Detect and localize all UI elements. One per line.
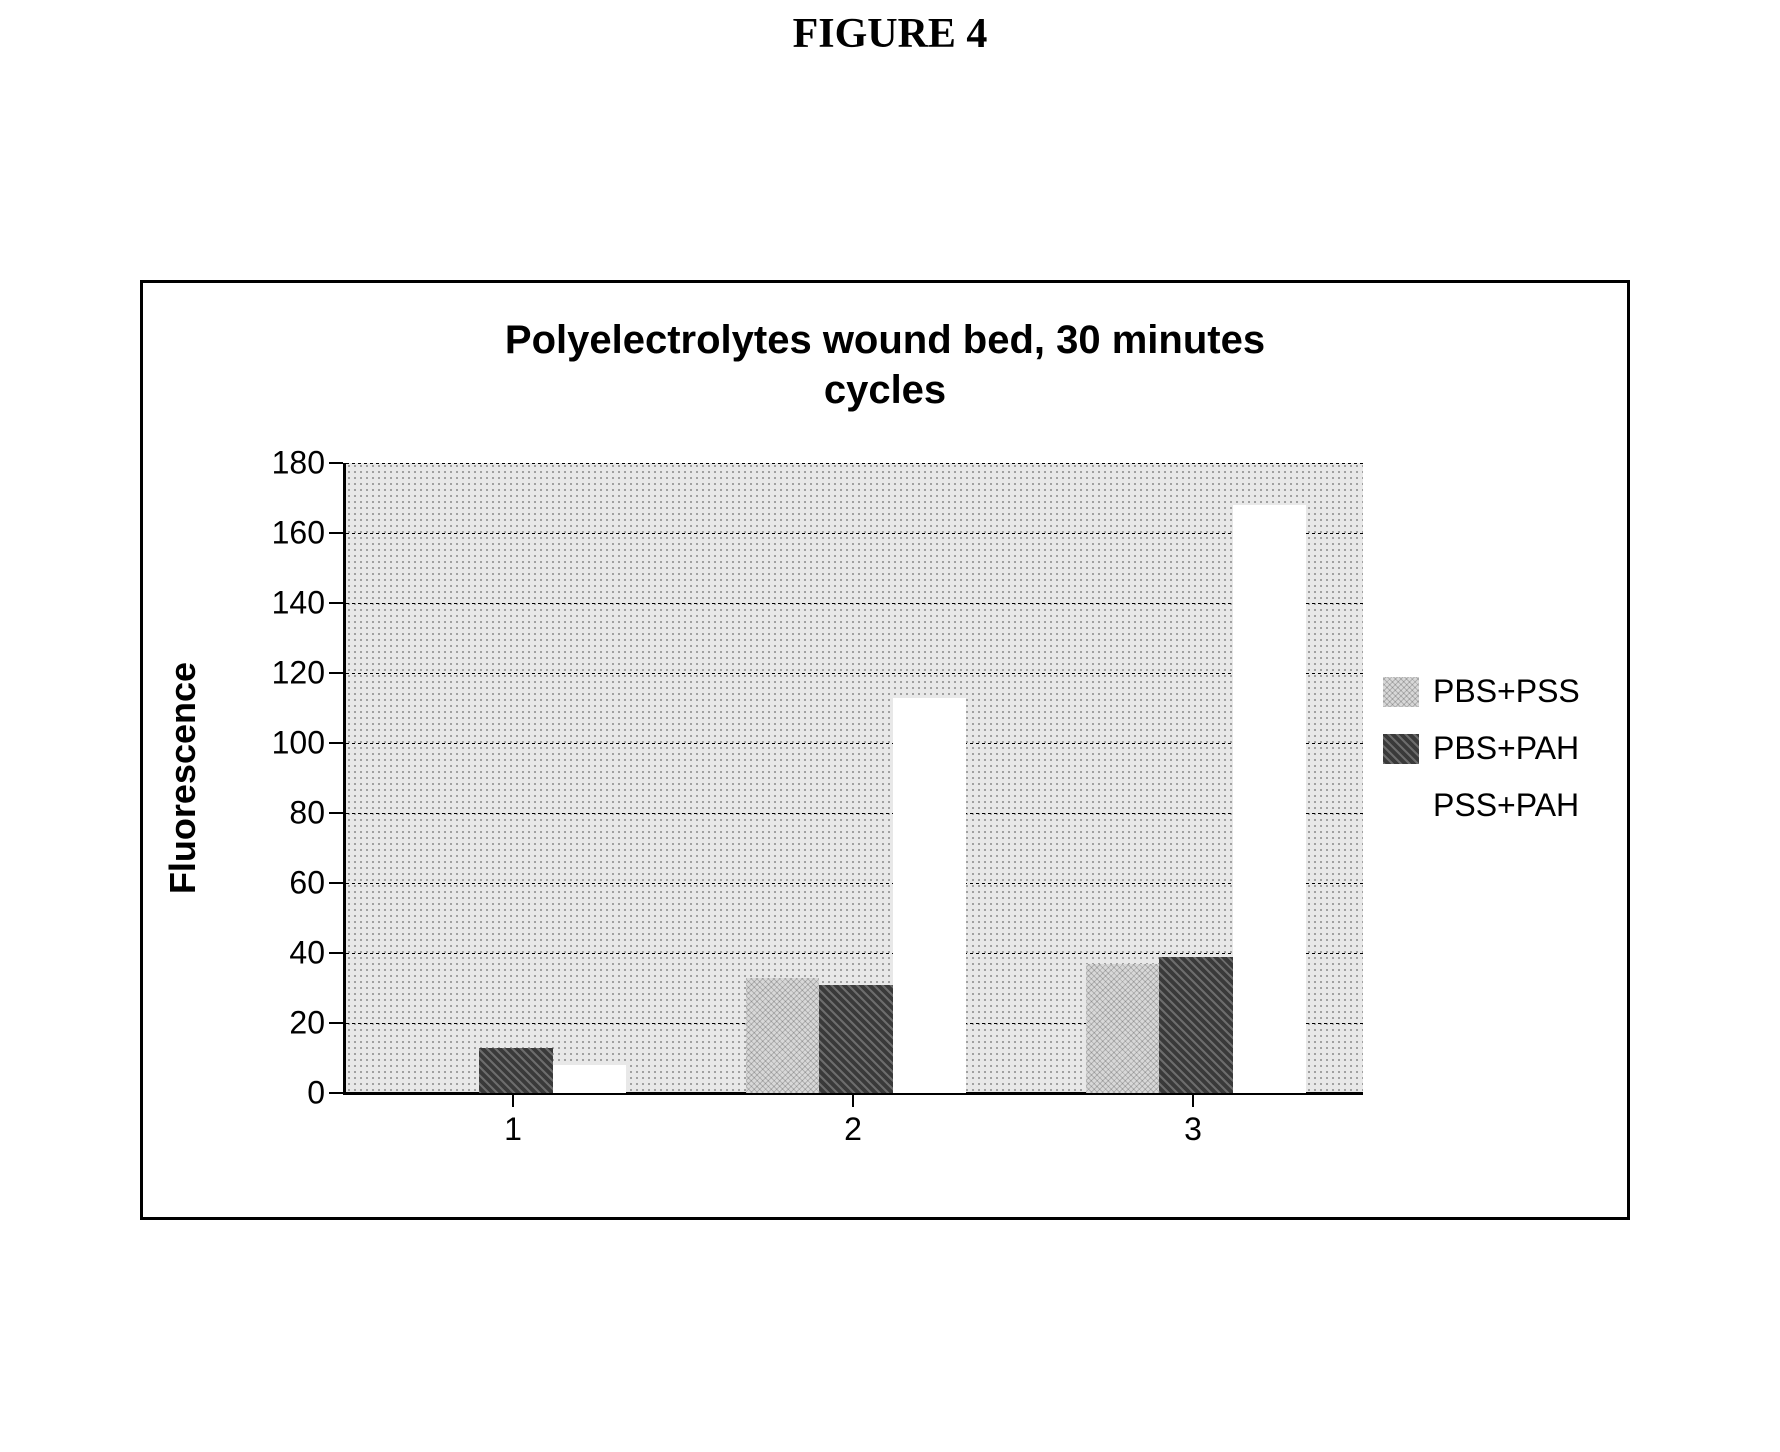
- y-tick-mark: [329, 812, 343, 814]
- x-tick-mark: [1192, 1093, 1194, 1107]
- legend-label: PBS+PSS: [1433, 673, 1580, 710]
- bar: [819, 985, 893, 1094]
- chart-title: Polyelectrolytes wound bed, 30 minutes c…: [143, 315, 1627, 415]
- y-tick-mark: [329, 462, 343, 464]
- legend-item: PSS+PAH: [1383, 787, 1593, 824]
- y-axis-ticks: 020406080100120140160180: [223, 463, 343, 1093]
- y-tick-label: 0: [235, 1075, 325, 1112]
- y-tick-mark: [329, 672, 343, 674]
- y-tick-mark: [329, 742, 343, 744]
- y-tick-mark: [329, 1092, 343, 1094]
- x-tick-label: 1: [504, 1111, 522, 1148]
- bar: [1233, 505, 1307, 1093]
- x-tick-mark: [512, 1093, 514, 1107]
- legend: PBS+PSS PBS+PAH PSS+PAH: [1383, 673, 1593, 844]
- y-tick-mark: [329, 952, 343, 954]
- legend-item: PBS+PSS: [1383, 673, 1593, 710]
- y-tick-label: 20: [235, 1005, 325, 1042]
- x-tick-mark: [852, 1093, 854, 1107]
- chart-title-line2: cycles: [824, 368, 946, 412]
- y-tick-mark: [329, 532, 343, 534]
- y-tick-label: 120: [235, 655, 325, 692]
- y-tick-mark: [329, 882, 343, 884]
- y-tick-mark: [329, 1022, 343, 1024]
- x-axis-ticks: 1 2 3: [343, 1093, 1363, 1153]
- plot-area: [343, 463, 1363, 1093]
- legend-swatch: [1383, 734, 1419, 764]
- bar: [479, 1048, 553, 1094]
- y-tick-mark: [329, 602, 343, 604]
- figure-number-label: FIGURE 4: [0, 10, 1780, 58]
- legend-item: PBS+PAH: [1383, 730, 1593, 767]
- bars-layer: [346, 463, 1363, 1093]
- y-tick-label: 100: [235, 725, 325, 762]
- bar: [746, 978, 820, 1094]
- chart-title-line1: Polyelectrolytes wound bed, 30 minutes: [505, 318, 1265, 362]
- bar: [1159, 957, 1233, 1094]
- y-tick-label: 140: [235, 585, 325, 622]
- chart-container: Polyelectrolytes wound bed, 30 minutes c…: [140, 280, 1630, 1220]
- plot-wrap: 020406080100120140160180 123 PBS+PSSPBS+…: [223, 463, 1603, 1163]
- legend-swatch: [1383, 677, 1419, 707]
- y-axis-label: Fluorescence: [153, 463, 213, 1093]
- y-tick-label: 60: [235, 865, 325, 902]
- y-tick-label: 40: [235, 935, 325, 972]
- legend-label: PBS+PAH: [1433, 730, 1579, 767]
- bar: [893, 698, 967, 1094]
- legend-label: PSS+PAH: [1433, 787, 1579, 824]
- bar: [1086, 964, 1160, 1094]
- y-tick-label: 80: [235, 795, 325, 832]
- y-tick-label: 180: [235, 445, 325, 482]
- x-tick-label: 3: [1184, 1111, 1202, 1148]
- x-tick-label: 2: [844, 1111, 862, 1148]
- legend-swatch: [1383, 791, 1419, 821]
- y-tick-label: 160: [235, 515, 325, 552]
- bar: [553, 1065, 627, 1093]
